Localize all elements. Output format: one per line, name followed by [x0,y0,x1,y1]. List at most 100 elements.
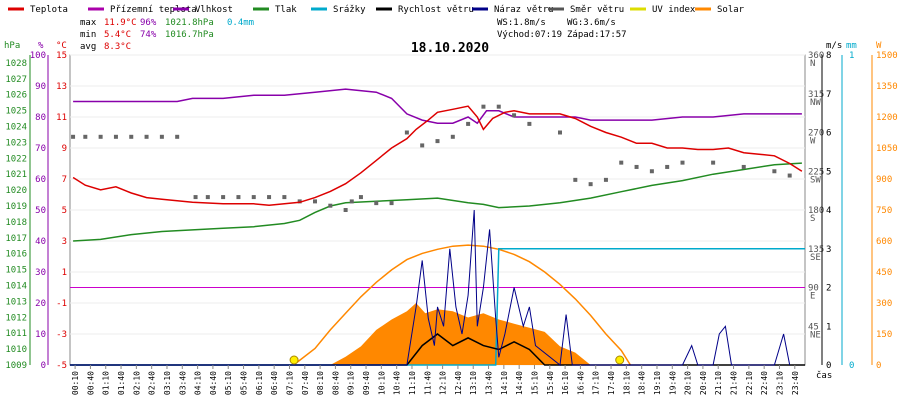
tick-label-w: 900 [876,175,892,185]
wind-info: WS:1.8m/s WG:3.6m/s Východ:07:19 Západ:1… [497,18,627,40]
series-pressure [73,162,802,242]
tick-label-ms: 2 [826,284,831,294]
tick-label-dir-letter: E [810,292,815,302]
tick-label-pct: 50 [35,206,46,216]
tick-label-ms: 5 [826,167,831,177]
series-wind-speed [70,333,805,366]
series-temperature [72,105,803,207]
series-wind-gust [70,209,791,366]
tick-label-pct: 100 [30,51,46,61]
tick-label-pct: 90 [35,82,46,92]
x-tick-label: 09:40 [362,371,371,395]
wind-direction-point [358,195,363,200]
tick-label-dir: 90 [808,284,819,294]
tick-label-ms: 6 [826,129,831,139]
legend-label: Vlhkost [195,5,233,15]
tick-label-w: 0 [876,361,881,371]
tick-label-pct: 40 [35,237,46,247]
stat-min-hum: 74% [140,30,157,40]
x-tick-label: 10:10 [377,371,386,395]
wind-direction-point [71,134,76,139]
legend-label: Směr větru [570,5,624,15]
x-tick-label: 19:10 [653,371,662,395]
legend-label: Rychlost větru [398,5,474,15]
wind-direction-point [435,139,440,144]
x-tick-label: 02:10 [132,371,141,395]
tick-label-hpa: 1020 [5,186,27,196]
legend-label: Teplota [30,5,68,15]
tick-label-hpa: 1009 [5,361,27,371]
wind-direction-point [466,121,471,126]
stat-avg-label: avg [80,42,96,52]
x-tick-label: 18:40 [638,371,647,395]
wind-direction-point [389,201,394,206]
wind-direction-point [404,130,409,135]
x-tick-label: 07:10 [285,371,294,395]
legend-label: Solar [717,5,745,15]
wind-direction-point [144,134,149,139]
tick-label-ms: 7 [826,90,831,100]
wind-direction-point [649,169,654,174]
tick-label-temp: 11 [56,113,67,123]
x-tick-label: 01:40 [117,371,126,395]
tick-label-dir-letter: NE [810,330,821,340]
tick-label-ms: 4 [826,206,831,216]
tick-label-w: 300 [876,299,892,309]
x-tick-label: 23:40 [791,371,800,395]
wind-direction-point [221,195,226,200]
legend-label: Náraz větru [494,5,554,15]
x-tick-label: 02:40 [148,371,157,395]
tick-label-hpa: 1014 [5,282,27,292]
wind-direction-point [129,134,134,139]
tick-label-dir-letter: N [810,59,815,69]
x-tick-label: 11:10 [408,371,417,395]
tick-label-hpa: 1016 [5,250,27,260]
x-tick-label: 07:40 [301,371,310,395]
tick-label-dir: 360 [808,51,824,61]
tick-label-w: 1200 [876,113,898,123]
x-tick-label: 00:40 [86,371,95,395]
tick-label-temp: 9 [62,144,67,154]
tick-label-dir: 225 [808,167,824,177]
tick-label-hpa: 1017 [5,234,27,244]
sunrise-marker [289,355,299,365]
wind-direction-point [175,134,180,139]
tick-label-dir: 45 [808,322,819,332]
unit-temp: °C [56,41,67,51]
tick-label-hpa: 1028 [5,59,27,69]
x-tick-label: 20:40 [699,371,708,395]
tick-label-temp: -1 [56,299,67,309]
x-tick-label: 21:10 [714,371,723,395]
tick-label-temp: 3 [62,237,67,247]
tick-label-dir: 315 [808,90,824,100]
tick-label-dir: 135 [808,245,824,255]
x-tick-label: 04:10 [194,371,203,395]
legend-label: Srážky [333,5,366,15]
x-tick-label: 05:10 [224,371,233,395]
wind-direction-point [374,201,379,206]
tick-label-w: 1050 [876,144,898,154]
tick-label-pct: 0 [41,361,46,371]
tick-label-hpa: 1012 [5,313,27,323]
wind-gust-text: WG:3.6m/s [567,18,616,28]
x-tick-label: 21:40 [730,371,739,395]
x-tick-label: 17:10 [592,371,601,395]
x-tick-label: 00:10 [71,371,80,395]
unit-w: W [876,41,882,51]
tick-label-temp: 5 [62,206,67,216]
tick-label-dir-letter: W [810,137,816,147]
tick-label-w: 450 [876,268,892,278]
tick-label-w: 600 [876,237,892,247]
wind-direction-point [450,134,455,139]
x-tick-label: 08:40 [331,371,340,395]
x-tick-label: 18:10 [622,371,631,395]
wind-direction-point [619,160,624,165]
tick-label-dir-letter: S [810,214,815,224]
tick-label-temp: 7 [62,175,67,185]
tick-label-temp: 13 [56,82,67,92]
x-tick-label: 15:40 [546,371,555,395]
wind-direction-point [349,199,354,204]
tick-label-pct: 70 [35,144,46,154]
tick-label-dir: 180 [808,206,824,216]
